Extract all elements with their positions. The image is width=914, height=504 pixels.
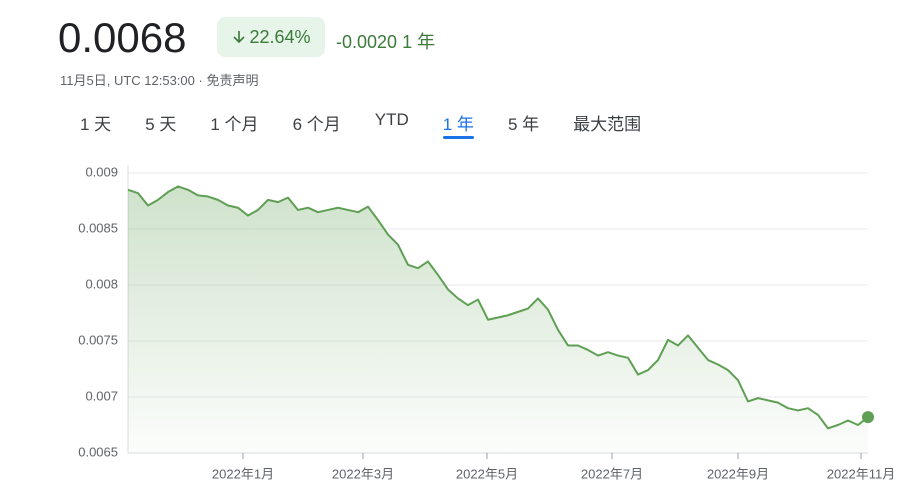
disclaimer[interactable]: 免责声明 <box>206 73 259 88</box>
range-tab[interactable]: 6 个月 <box>292 115 341 134</box>
range-tab[interactable]: 5 年 <box>507 115 540 134</box>
change-value: -0.0020 <box>336 32 398 52</box>
y-tick-label: 0.009 <box>85 164 118 179</box>
range-tab[interactable]: 5 天 <box>145 115 177 134</box>
timestamp: 11月5日, UTC 12:53:00 <box>60 73 195 88</box>
meta: 11月5日, UTC 12:53:00 · 免责声明 <box>60 70 259 89</box>
range-tab[interactable]: YTD <box>374 110 409 129</box>
range-tab[interactable]: 1 天 <box>80 115 112 134</box>
y-tick-label: 0.0065 <box>78 444 118 459</box>
range-tab[interactable]: 1 年 <box>431 110 486 139</box>
x-tick-label: 2022年3月 <box>332 466 394 481</box>
change-percent: 22.64% <box>249 26 311 47</box>
change: -0.0020 1 年 <box>336 28 435 54</box>
separator: · <box>198 73 203 88</box>
end-point <box>862 411 874 424</box>
change-badge: 22.64% <box>217 17 325 57</box>
x-tick-label: 2022年9月 <box>707 466 769 481</box>
x-tick-label: 2022年7月 <box>581 466 643 481</box>
y-tick-label: 0.007 <box>85 388 118 403</box>
price: 0.0068 <box>58 14 187 61</box>
x-tick-label: 2022年1月 <box>212 466 274 481</box>
tabs: 1 天 5 天 1 个月 6 个月 YTD 1 年 5 年 最大范围 <box>68 110 663 139</box>
y-tick-label: 0.0085 <box>78 220 118 235</box>
x-tick-label: 2022年11月 <box>827 466 895 481</box>
area <box>128 186 868 453</box>
y-tick-label: 0.0075 <box>78 332 118 347</box>
range-tab[interactable]: 最大范围 <box>573 115 642 134</box>
y-tick-label: 0.008 <box>85 276 118 291</box>
range-tab[interactable]: 1 个月 <box>210 115 259 134</box>
x-tick-label: 2022年5月 <box>456 466 518 481</box>
down-arrow <box>233 31 246 44</box>
period: 1 年 <box>402 32 436 52</box>
line <box>127 185 869 430</box>
